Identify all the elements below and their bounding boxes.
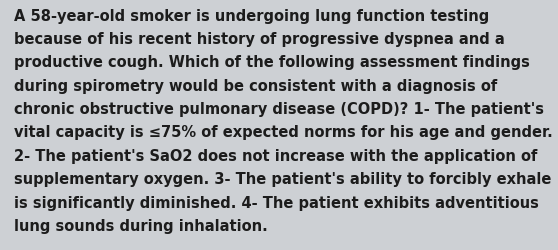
Text: A 58-year-old smoker is undergoing lung function testing: A 58-year-old smoker is undergoing lung … (14, 9, 489, 24)
Text: lung sounds during inhalation.: lung sounds during inhalation. (14, 218, 268, 233)
Text: is significantly diminished. 4- The patient exhibits adventitious: is significantly diminished. 4- The pati… (14, 195, 539, 210)
Text: chronic obstructive pulmonary disease (COPD)? 1- The patient's: chronic obstructive pulmonary disease (C… (14, 102, 544, 117)
Text: productive cough. Which of the following assessment findings: productive cough. Which of the following… (14, 55, 530, 70)
Text: vital capacity is ≤75% of expected norms for his age and gender.: vital capacity is ≤75% of expected norms… (14, 125, 553, 140)
Text: because of his recent history of progressive dyspnea and a: because of his recent history of progres… (14, 32, 504, 47)
Text: supplementary oxygen. 3- The patient's ability to forcibly exhale: supplementary oxygen. 3- The patient's a… (14, 172, 551, 186)
Text: during spirometry would be consistent with a diagnosis of: during spirometry would be consistent wi… (14, 78, 497, 94)
Text: 2- The patient's SaO2 does not increase with the application of: 2- The patient's SaO2 does not increase … (14, 148, 537, 163)
